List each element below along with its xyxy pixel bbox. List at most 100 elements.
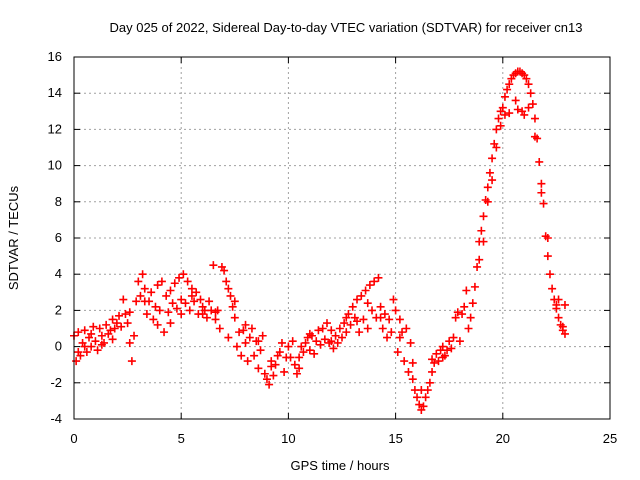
data-point [528, 100, 537, 109]
data-point [121, 310, 130, 319]
data-point [389, 295, 398, 304]
x-tick-label: 0 [70, 431, 77, 446]
data-point [239, 326, 248, 335]
data-point [415, 400, 424, 409]
data-point [89, 322, 98, 331]
data-point [224, 284, 233, 293]
data-point [338, 333, 346, 342]
data-point [460, 302, 469, 311]
data-point [305, 329, 314, 338]
data-point [333, 338, 342, 347]
x-axis-label: GPS time / hours [291, 458, 390, 473]
data-point [151, 302, 160, 311]
data-point [286, 353, 295, 362]
data-point [552, 300, 561, 309]
x-tick-label: 5 [178, 431, 185, 446]
data-point [505, 80, 514, 89]
data-point [483, 197, 492, 206]
data-point [314, 326, 323, 335]
data-point [235, 328, 244, 337]
data-point [535, 157, 544, 166]
data-point [157, 277, 166, 286]
x-tick-label: 15 [388, 431, 402, 446]
data-point [329, 344, 338, 353]
data-point [230, 297, 239, 306]
data-point [172, 304, 181, 313]
data-point [391, 306, 400, 315]
data-point [447, 344, 456, 353]
data-point [428, 367, 437, 376]
data-point [449, 333, 458, 342]
data-point [404, 367, 413, 376]
data-point [241, 320, 250, 329]
data-point [228, 302, 237, 311]
data-point [342, 328, 351, 337]
data-point [380, 310, 389, 319]
data-point [230, 313, 239, 322]
data-point [513, 105, 522, 114]
data-point [192, 288, 201, 297]
data-point [443, 346, 452, 355]
data-point [340, 319, 349, 328]
data-point [123, 319, 132, 328]
data-point [170, 279, 179, 288]
data-point [483, 183, 492, 192]
data-point [140, 284, 149, 293]
data-point [222, 277, 231, 286]
data-point [475, 255, 484, 264]
data-point [299, 348, 308, 357]
data-point [232, 342, 241, 351]
data-point [543, 252, 552, 261]
data-point [363, 324, 372, 333]
data-point [413, 393, 422, 402]
data-point [331, 331, 340, 340]
data-point [292, 369, 301, 378]
chart-title: Day 025 of 2022, Sidereal Day-to-day VTE… [109, 20, 582, 35]
data-points [70, 67, 569, 414]
data-point [82, 348, 91, 357]
data-point [355, 328, 364, 337]
data-point [500, 92, 509, 101]
data-point [353, 295, 362, 304]
data-point [498, 103, 507, 112]
data-point [511, 96, 520, 105]
data-point [196, 295, 205, 304]
data-point [560, 329, 569, 338]
y-tick-label: 2 [55, 302, 62, 317]
data-point [162, 291, 171, 300]
data-point [269, 371, 278, 380]
data-point [530, 114, 539, 123]
data-point [132, 297, 141, 306]
data-point [492, 125, 501, 134]
data-point [185, 306, 194, 315]
data-point [310, 349, 319, 358]
data-point [250, 351, 259, 360]
data-point [136, 291, 145, 300]
data-point [359, 315, 368, 324]
data-point [505, 109, 514, 118]
data-point [492, 143, 501, 152]
x-tick-label: 20 [496, 431, 510, 446]
data-point [393, 348, 402, 357]
data-point [458, 310, 467, 319]
x-tick-label: 25 [603, 431, 617, 446]
data-point [543, 234, 552, 242]
data-point [402, 324, 411, 333]
data-point [97, 340, 106, 349]
data-point [526, 89, 535, 98]
data-point [455, 337, 464, 346]
data-point [209, 261, 218, 270]
data-point [488, 176, 497, 185]
data-point [241, 338, 250, 347]
y-tick-label: 4 [55, 266, 62, 281]
data-point [211, 308, 220, 317]
y-tick-label: 10 [48, 158, 62, 173]
data-point [438, 342, 447, 351]
data-point [295, 364, 304, 373]
data-point [395, 333, 404, 342]
data-point [466, 313, 475, 322]
data-point [530, 132, 539, 141]
data-point [357, 291, 366, 300]
data-point [220, 266, 229, 275]
